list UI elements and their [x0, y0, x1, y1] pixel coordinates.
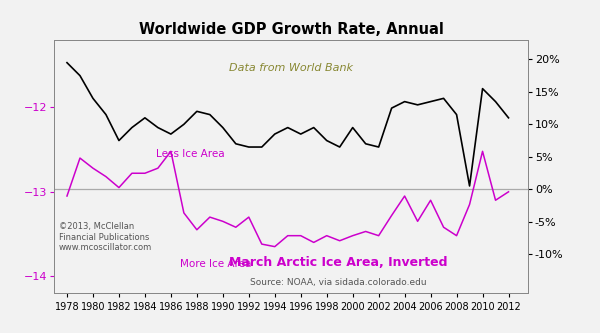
Text: More Ice Area: More Ice Area	[179, 259, 251, 269]
Text: Data from World Bank: Data from World Bank	[229, 63, 353, 73]
Text: Worldwide GDP Growth Rate, Annual: Worldwide GDP Growth Rate, Annual	[139, 22, 443, 37]
Text: ©2013, McClellan
Financial Publications
www.mcoscillator.com: ©2013, McClellan Financial Publications …	[59, 222, 152, 252]
Text: Less Ice Area: Less Ice Area	[156, 149, 224, 159]
Text: March Arctic Ice Area, Inverted: March Arctic Ice Area, Inverted	[229, 256, 448, 269]
Text: Source: NOAA, via sidada.colorado.edu: Source: NOAA, via sidada.colorado.edu	[250, 278, 427, 287]
